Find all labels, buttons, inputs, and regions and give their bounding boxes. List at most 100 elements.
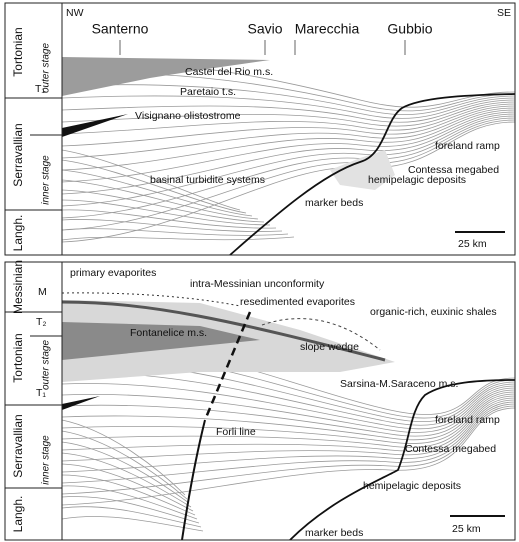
label: Sarsina-M.Saraceno m.s. [340, 378, 458, 390]
strata [61, 60, 516, 532]
forli-line [181, 419, 206, 541]
unit: T₁ [35, 83, 45, 95]
stratum-line [61, 179, 259, 220]
forli-line-buried [203, 311, 252, 421]
stage: Messinian [11, 260, 25, 314]
stratum-line [61, 84, 516, 116]
top-frame [4, 2, 516, 256]
fontanelice-wedge [62, 322, 260, 360]
contessa-front [229, 93, 516, 256]
stratum-line [61, 419, 186, 496]
substage: outer stage [41, 340, 52, 390]
stratum-line [61, 117, 516, 219]
label: basinal turbidite systems [150, 174, 265, 186]
stratum-line [61, 516, 204, 532]
label: intra-Messinian unconformity [190, 278, 325, 290]
stage: Serravallian [11, 414, 25, 477]
unit: M [38, 286, 47, 298]
stratum-line [61, 189, 265, 223]
stage: Langh. [11, 496, 25, 533]
locality: Savio [247, 21, 282, 37]
stratum-line [61, 209, 277, 229]
stratum-line [61, 228, 289, 236]
contessa-front [289, 379, 516, 541]
stratum-line [61, 159, 247, 214]
stratum-line [61, 474, 196, 516]
stratum-line [61, 372, 516, 426]
evaporites [61, 292, 241, 307]
label: organic-rich, euxinic shales [370, 306, 497, 318]
stratum-line [61, 397, 516, 452]
stratum-line [61, 430, 188, 500]
stratum-line [61, 99, 516, 123]
stratum-line [61, 115, 516, 207]
label: marker beds [305, 527, 363, 539]
substage: inner stage [41, 435, 52, 485]
stratum-line [61, 452, 192, 508]
euxinic-shales [61, 300, 386, 362]
bottom-frame [4, 261, 516, 541]
locality: Gubbio [387, 21, 432, 37]
label: foreland ramp [435, 414, 500, 426]
label: hemipelagic deposits [368, 174, 466, 186]
locality: Marecchia [295, 21, 360, 37]
stratum-line [61, 399, 516, 462]
label: resedimented evaporites [240, 296, 355, 308]
resedimented-evaporites [261, 318, 381, 351]
label: slope wedge [300, 341, 359, 353]
stratum-line [61, 109, 516, 171]
locality: Santerno [92, 21, 149, 37]
stratum-line [61, 105, 516, 147]
stratum-line [61, 219, 283, 232]
stratum-line [61, 441, 190, 504]
stratum-line [61, 403, 516, 484]
stage: Serravallian [11, 123, 25, 186]
stratum-line [61, 199, 271, 226]
stratum-line [61, 389, 516, 437]
label: primary evaporites [70, 267, 156, 279]
stratum-line [61, 107, 516, 159]
stratum-line [61, 113, 516, 195]
scale-label: 25 km [458, 238, 487, 250]
stratum-line [61, 463, 194, 512]
stratum-line [61, 383, 516, 430]
stratum-line [61, 405, 516, 495]
substage: inner stage [41, 155, 52, 205]
stratum-line [61, 236, 295, 241]
scale-label: 25 km [452, 523, 481, 535]
label: Castel del Rio m.s. [185, 66, 273, 78]
stratum-line [61, 95, 516, 119]
label: Forli line [216, 426, 256, 438]
olistostrome [62, 114, 128, 137]
stage: Langh. [11, 215, 25, 252]
label: Contessa megabed [408, 164, 499, 176]
stratum-line [61, 401, 516, 473]
stratum-line [61, 395, 516, 448]
unit: T₂ [36, 316, 47, 328]
castel-del-rio-wedge [62, 57, 270, 96]
olistostrome [62, 396, 100, 410]
stratum-line [61, 391, 516, 441]
stratum-line [61, 101, 516, 127]
label: Paretaio t.s. [180, 86, 236, 98]
orientation: NW [66, 7, 84, 19]
stratum-line [61, 407, 516, 506]
label: Visignano olistostrome [135, 110, 241, 122]
stage: Tortonian [11, 333, 25, 382]
label: marker beds [305, 197, 363, 209]
stratum-line [61, 387, 516, 433]
stratum-line [61, 119, 516, 231]
unit: T₁ [36, 387, 46, 399]
label: hemipelagic deposits [363, 480, 461, 492]
label: Fontanelice m.s. [130, 327, 207, 339]
stratum-line [61, 103, 516, 135]
stratum-line [61, 169, 253, 217]
orientation: SE [497, 7, 511, 19]
label: foreland ramp [435, 140, 500, 152]
stratum-line [61, 393, 516, 444]
label: Contessa megabed [405, 443, 496, 455]
substage: outer stage [41, 43, 52, 93]
stratum-line [61, 506, 202, 528]
stratum-line [61, 149, 241, 211]
hemipelagic-area [330, 150, 395, 190]
